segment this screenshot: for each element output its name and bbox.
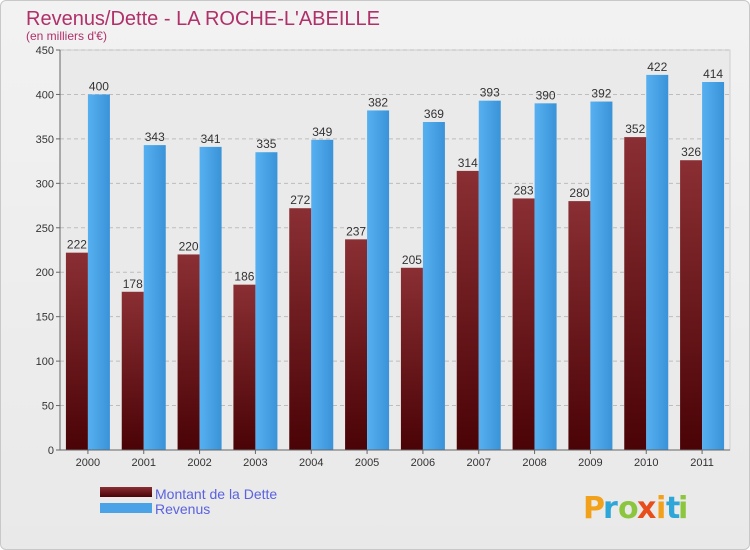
logo-letter: x	[637, 491, 656, 526]
bar-debt-2000	[65, 252, 88, 450]
bar-revenus-2011	[702, 82, 725, 450]
bar-revenus-2002	[199, 146, 222, 450]
value-label-revenus-2004: 349	[312, 125, 332, 139]
value-label-revenus-2002: 341	[201, 132, 221, 146]
logo-letter: P	[583, 491, 605, 526]
x-tick-label: 2006	[411, 457, 435, 469]
x-tick-label: 2009	[578, 457, 602, 469]
value-label-revenus-2001: 343	[145, 130, 165, 144]
legend-label-debt: Montant de la Dette	[155, 486, 277, 502]
value-label-debt-2000: 222	[67, 238, 87, 252]
y-tick-label: 50	[42, 401, 54, 413]
value-labels: 222 400 178 343 220 341 186 335 272 349 237 382 205 3…	[67, 60, 724, 291]
bar-revenus-2001	[143, 145, 166, 450]
value-label-debt-2011: 326	[681, 145, 701, 159]
bar-debt-2010	[624, 137, 647, 450]
value-label-revenus-2003: 335	[256, 137, 276, 151]
value-label-debt-2009: 280	[569, 186, 589, 200]
bar-debt-2011	[680, 160, 703, 450]
bar-revenus-2010	[646, 74, 669, 450]
x-axis: 2000 2001 2002 2003 2004 2005 2006 2007 2008 2009…	[60, 449, 730, 469]
value-label-revenus-2011: 414	[703, 67, 723, 81]
logo-letter: r	[603, 491, 618, 526]
value-label-debt-2007: 314	[458, 156, 478, 170]
x-tick-label: 2000	[76, 457, 100, 469]
value-label-revenus-2009: 392	[591, 87, 611, 101]
bar-revenus-2005	[367, 110, 390, 450]
bar-revenus-2003	[255, 152, 278, 450]
x-tick-label: 2002	[187, 457, 211, 469]
legend-label-revenus: Revenus	[155, 501, 210, 517]
bar-debt-2003	[233, 284, 256, 450]
x-tick-label: 2003	[243, 457, 267, 469]
y-tick-label: 200	[36, 267, 54, 279]
y-tick-label: 150	[36, 312, 54, 324]
legend-swatch-revenus	[100, 503, 152, 513]
x-tick-label: 2005	[355, 457, 379, 469]
value-label-debt-2010: 352	[625, 122, 645, 136]
x-tick-label: 2004	[299, 457, 323, 469]
bar-revenus-2004	[311, 139, 334, 450]
bar-debt-2005	[345, 239, 368, 450]
logo-letter: t	[666, 491, 680, 526]
value-label-debt-2006: 205	[402, 253, 422, 267]
y-tick-label: 250	[36, 223, 54, 235]
x-tick-label: 2001	[132, 457, 156, 469]
plot-area	[59, 49, 731, 451]
y-tick-label: 100	[36, 356, 54, 368]
bars	[65, 74, 725, 451]
value-label-revenus-2005: 382	[368, 95, 388, 109]
y-tick-label: 0	[48, 445, 54, 457]
y-axis: 0 50 100 150 200 250 300 350 400 450	[36, 45, 61, 457]
bar-debt-2006	[400, 267, 423, 450]
legend: Montant de la Dette Revenus	[100, 486, 277, 517]
chart-title: Revenus/Dette - LA ROCHE-L'ABEILLE	[26, 8, 380, 30]
value-label-debt-2005: 237	[346, 224, 366, 238]
bar-revenus-2006	[422, 122, 445, 450]
value-label-debt-2008: 283	[514, 183, 534, 197]
bar-debt-2004	[289, 208, 312, 450]
bar-debt-2007	[456, 170, 479, 450]
bar-debt-2001	[121, 291, 144, 450]
value-label-debt-2004: 272	[290, 193, 310, 207]
value-label-revenus-2006: 369	[424, 107, 444, 121]
bar-revenus-2000	[87, 94, 110, 450]
chart-subtitle: (en milliers d'€)	[26, 29, 107, 43]
x-tick-label: 2010	[634, 457, 658, 469]
value-label-debt-2002: 220	[179, 239, 199, 253]
bar-debt-2008	[512, 198, 535, 450]
bar-revenus-2009	[590, 101, 613, 451]
bar-revenus-2008	[534, 103, 557, 450]
legend-swatch-debt	[100, 487, 152, 497]
bar-debt-2009	[568, 201, 591, 450]
bar-debt-2002	[177, 254, 200, 450]
proxiti-logo: Pr ox i ti	[583, 491, 688, 526]
y-tick-label: 450	[36, 45, 54, 57]
value-label-revenus-2008: 390	[536, 88, 556, 102]
logo-letter: i	[656, 491, 666, 526]
bar-revenus-2007	[478, 100, 501, 451]
x-tick-label: 2011	[690, 457, 714, 469]
y-tick-label: 350	[36, 134, 54, 146]
logo-letter: i	[678, 491, 688, 526]
x-tick-label: 2007	[467, 457, 491, 469]
value-label-revenus-2000: 400	[89, 79, 109, 93]
value-label-debt-2001: 178	[123, 277, 143, 291]
value-label-revenus-2010: 422	[647, 60, 667, 74]
logo-letter: o	[618, 491, 639, 526]
value-label-revenus-2007: 393	[480, 86, 500, 100]
x-tick-label: 2008	[522, 457, 546, 469]
y-tick-label: 300	[36, 178, 54, 190]
y-tick-label: 400	[36, 89, 54, 101]
value-label-debt-2003: 186	[234, 270, 254, 284]
